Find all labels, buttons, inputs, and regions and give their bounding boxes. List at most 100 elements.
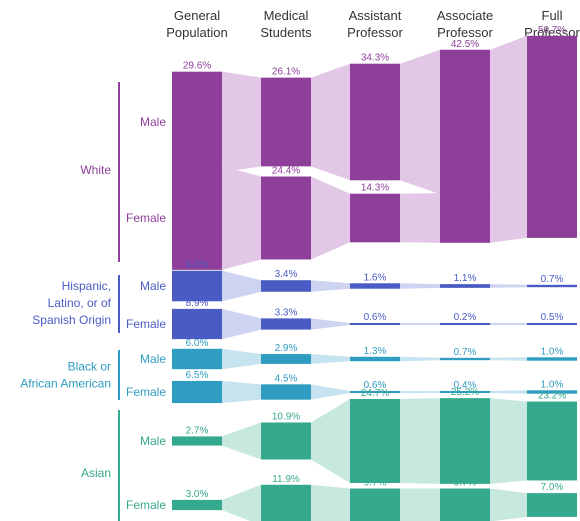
flow-band-2-2-1 — [222, 308, 261, 340]
row-label-1-1: Male — [140, 115, 166, 129]
flow-band-3-2-1 — [222, 380, 261, 404]
bar-3-2-2 — [261, 384, 311, 400]
bar-4-1-5 — [527, 401, 577, 481]
value-label-2-1-4: 1.1% — [454, 273, 477, 284]
column-header-3-line-2: Professor — [347, 25, 403, 40]
value-label-4-2-1: 3.0% — [186, 489, 209, 500]
bar-2-1-5 — [527, 284, 577, 288]
flow-band-2-1-4 — [490, 284, 527, 288]
value-label-3-1-5: 1.0% — [541, 346, 564, 357]
column-header-3-line-1: Assistant — [349, 8, 402, 23]
row-label-3-2: Female — [126, 385, 166, 399]
value-label-1-2-5: 11.7% — [538, 187, 566, 198]
column-header-2-line-1: Medical — [264, 8, 309, 23]
flow-band-3-2-3 — [400, 390, 440, 394]
value-label-2-2-5: 0.5% — [541, 312, 564, 323]
bar-1-2-3 — [350, 193, 400, 243]
value-label-3-2-2: 4.5% — [275, 373, 298, 384]
column-header-1-line-1: General — [174, 8, 220, 23]
bar-3-2-4 — [440, 391, 490, 393]
bar-1-2-1 — [172, 166, 222, 270]
bar-4-1-3 — [350, 399, 400, 483]
bar-1-1-2 — [261, 77, 311, 167]
value-label-4-2-2: 11.9% — [272, 474, 300, 485]
row-label-3-1: Male — [140, 352, 166, 366]
value-label-2-1-2: 3.4% — [275, 269, 298, 280]
flow-band-4-2-2 — [311, 484, 350, 521]
flow-band-1-2-2 — [311, 176, 350, 260]
value-label-4-2-4: 9.7% — [454, 478, 477, 489]
bar-2-2-2 — [261, 318, 311, 330]
bar-2-2-1 — [172, 308, 222, 340]
value-label-4-2-3: 9.7% — [364, 478, 387, 489]
value-label-1-1-2: 26.1% — [272, 67, 300, 78]
value-label-2-2-1: 8.9% — [186, 298, 209, 309]
value-label-4-1-4: 25.2% — [451, 387, 479, 398]
bar-3-2-5 — [527, 390, 577, 394]
flow-band-3-1-2 — [311, 354, 350, 364]
flow-band-1-1-4 — [490, 35, 527, 209]
bar-2-1-2 — [261, 280, 311, 292]
bar-1-1-1 — [172, 71, 222, 173]
flow-band-3-2-4 — [490, 390, 527, 394]
group-label-1-line-1: White — [80, 163, 111, 177]
value-label-1-1-3: 34.3% — [361, 53, 389, 64]
bar-3-1-1 — [172, 348, 222, 370]
value-label-1-1-1: 29.6% — [183, 61, 211, 72]
bar-1-2-5 — [527, 198, 577, 238]
bar-4-1-1 — [172, 436, 222, 446]
value-label-2-2-4: 0.2% — [454, 312, 477, 323]
bar-2-1-1 — [172, 270, 222, 302]
value-label-2-2-2: 3.3% — [275, 307, 298, 318]
flow-band-4-2-1 — [222, 484, 261, 521]
bar-2-2-5 — [527, 323, 577, 325]
flow-band-3-2-2 — [311, 384, 350, 400]
value-label-1-2-1: 30.5% — [183, 155, 211, 166]
flow-band-4-2-3 — [400, 488, 440, 521]
group-label-4-line-1: Asian — [81, 466, 111, 480]
row-label-1-2: Female — [126, 211, 166, 225]
value-label-1-2-3: 14.3% — [361, 183, 389, 194]
flow-band-3-1-4 — [490, 357, 527, 361]
bar-1-1-3 — [350, 63, 400, 181]
bar-4-2-5 — [527, 493, 577, 517]
flow-band-4-1-1 — [222, 422, 261, 460]
value-label-3-2-1: 6.5% — [186, 370, 209, 381]
column-header-4-line-1: Associate — [437, 8, 493, 23]
value-label-1-1-5: 50.7% — [538, 25, 566, 36]
value-label-4-1-1: 2.7% — [186, 425, 209, 436]
flow-band-1-1-3 — [400, 49, 440, 195]
group-label-2-line-3: Spanish Origin — [32, 313, 111, 327]
value-label-2-1-3: 1.6% — [364, 272, 387, 283]
flow-band-4-1-2 — [311, 399, 350, 483]
value-label-2-1-1: 9.0% — [186, 260, 209, 271]
bar-4-2-4 — [440, 488, 490, 521]
value-label-2-1-5: 0.7% — [541, 274, 564, 285]
column-header-1-line-2: Population — [166, 25, 227, 40]
flow-band-2-1-3 — [400, 283, 440, 289]
bar-3-2-1 — [172, 380, 222, 404]
bar-2-2-4 — [440, 323, 490, 325]
value-label-4-1-3: 24.7% — [361, 388, 389, 399]
bar-1-1-5 — [527, 35, 577, 209]
bar-4-2-3 — [350, 488, 400, 521]
bar-2-1-4 — [440, 284, 490, 288]
value-label-3-2-5: 1.0% — [541, 379, 564, 390]
value-label-3-1-1: 6.0% — [186, 338, 209, 349]
flow-band-3-1-1 — [222, 348, 261, 370]
bar-4-2-2 — [261, 484, 311, 521]
value-label-4-1-2: 10.9% — [272, 411, 300, 422]
group-label-3-line-2: African American — [20, 377, 111, 391]
group-label-3-line-1: Black or — [68, 360, 111, 374]
flow-band-2-2-2 — [311, 318, 350, 330]
value-label-3-2-3: 0.6% — [364, 380, 387, 391]
row-label-4-1: Male — [140, 434, 166, 448]
value-label-3-1-3: 1.3% — [364, 346, 387, 357]
value-label-4-2-5: 7.0% — [541, 482, 564, 493]
bar-3-1-4 — [440, 357, 490, 361]
value-label-1-2-4: 14.6% — [451, 182, 479, 193]
bar-1-1-4 — [440, 49, 490, 195]
value-label-1-1-4: 42.5% — [451, 39, 479, 50]
group-label-2-line-1: Hispanic, — [62, 279, 111, 293]
